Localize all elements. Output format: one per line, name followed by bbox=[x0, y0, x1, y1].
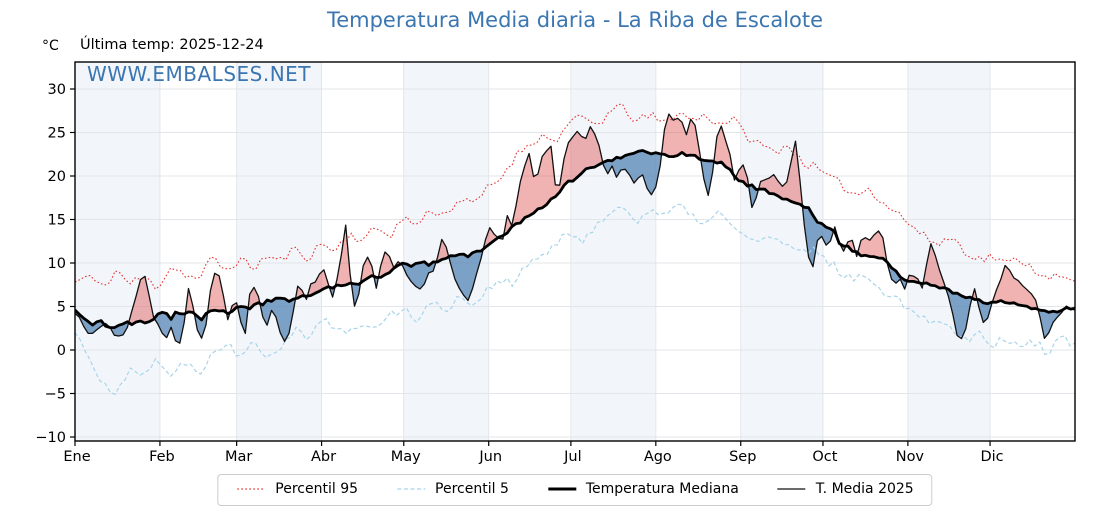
fill-above-median bbox=[713, 126, 734, 175]
fill-below-median bbox=[977, 299, 993, 323]
fill-above-median bbox=[128, 276, 155, 325]
y-tick-label: 5 bbox=[57, 300, 66, 316]
fill-below-median bbox=[75, 310, 105, 334]
month-band bbox=[907, 62, 991, 441]
watermark-text: WWW.EMBALSES.NET bbox=[87, 62, 312, 86]
legend-item-percentil-95: Percentil 95 bbox=[236, 481, 358, 497]
x-tick-label: Nov bbox=[896, 449, 925, 465]
fill-above-median bbox=[735, 164, 749, 187]
fill-below-median bbox=[194, 312, 208, 339]
last-temp-annotation: Última temp: 2025-12-24 bbox=[80, 37, 264, 53]
y-tick-label: 10 bbox=[48, 256, 66, 272]
x-tick-label: Ago bbox=[644, 449, 672, 465]
x-tick-label: Abr bbox=[311, 449, 336, 465]
fill-below-median bbox=[351, 283, 361, 307]
y-tick-label: −10 bbox=[35, 430, 66, 446]
x-tick-label: Sep bbox=[729, 449, 756, 465]
y-tick-label: 20 bbox=[48, 169, 66, 185]
dotted-red-line-sample bbox=[237, 488, 266, 490]
x-tick-label: Feb bbox=[149, 449, 175, 465]
fill-below-median bbox=[602, 150, 662, 195]
y-tick-label: 0 bbox=[57, 343, 66, 359]
month-band bbox=[236, 62, 322, 441]
y-axis-unit-label: °C bbox=[42, 38, 59, 54]
chart-title: Temperatura Media diaria - La Riba de Es… bbox=[326, 8, 824, 32]
percentil-95-line bbox=[75, 103, 1075, 291]
fill-above-median bbox=[436, 239, 449, 262]
percentil-5-line bbox=[75, 203, 1075, 396]
legend-item-t-media-2025: T. Media 2025 bbox=[777, 481, 914, 497]
plot-area bbox=[75, 62, 1075, 441]
month-band bbox=[75, 62, 160, 441]
x-tick-label: Oct bbox=[812, 449, 837, 465]
fill-above-median bbox=[758, 141, 803, 206]
x-tick-label: Mar bbox=[225, 449, 252, 465]
fill-above-median bbox=[185, 288, 195, 314]
x-tick-label: Jul bbox=[563, 449, 582, 465]
month-band bbox=[570, 62, 656, 441]
x-tick-label: Dic bbox=[980, 449, 1003, 465]
t-media-2025-line bbox=[75, 113, 1075, 344]
thin-black-line-sample bbox=[777, 488, 806, 490]
temperatura-mediana-line bbox=[75, 149, 1075, 330]
fill-above-median bbox=[483, 227, 498, 250]
thick-black-line-sample bbox=[547, 487, 576, 491]
fill-below-median bbox=[154, 312, 186, 344]
y-tick-label: 25 bbox=[48, 126, 66, 142]
y-tick-label: 30 bbox=[48, 82, 66, 98]
plot-border bbox=[74, 61, 1076, 442]
y-tick-label: −5 bbox=[45, 387, 66, 403]
legend-label: Temperatura Mediana bbox=[585, 481, 739, 497]
legend-label: Percentil 95 bbox=[275, 481, 359, 497]
legend-label: T. Media 2025 bbox=[815, 481, 914, 497]
fill-above-median bbox=[335, 225, 352, 287]
x-tick-label: Ene bbox=[63, 449, 90, 465]
legend-item-temperatura-mediana: Temperatura Mediana bbox=[547, 481, 739, 497]
fill-above-median bbox=[661, 114, 701, 160]
fill-above-median bbox=[992, 265, 1038, 310]
fill-below-median bbox=[700, 159, 714, 196]
legend-label: Percentil 5 bbox=[435, 481, 509, 497]
legend-item-percentil-5: Percentil 5 bbox=[396, 481, 509, 497]
y-tick-label: 15 bbox=[48, 213, 66, 229]
fill-above-median bbox=[503, 126, 603, 236]
fill-below-median bbox=[448, 249, 484, 301]
fill-below-median bbox=[945, 288, 973, 339]
x-tick-label: Jun bbox=[478, 449, 502, 465]
fill-above-median bbox=[378, 252, 401, 278]
fill-above-median bbox=[307, 269, 330, 297]
x-tick-label: May bbox=[391, 449, 421, 465]
fill-below-median bbox=[400, 261, 437, 289]
dashed-lightblue-line-sample bbox=[397, 488, 426, 490]
fill-below-median bbox=[259, 298, 296, 342]
legend-box: Percentil 95 Percentil 5 Temperatura Med… bbox=[217, 474, 933, 506]
